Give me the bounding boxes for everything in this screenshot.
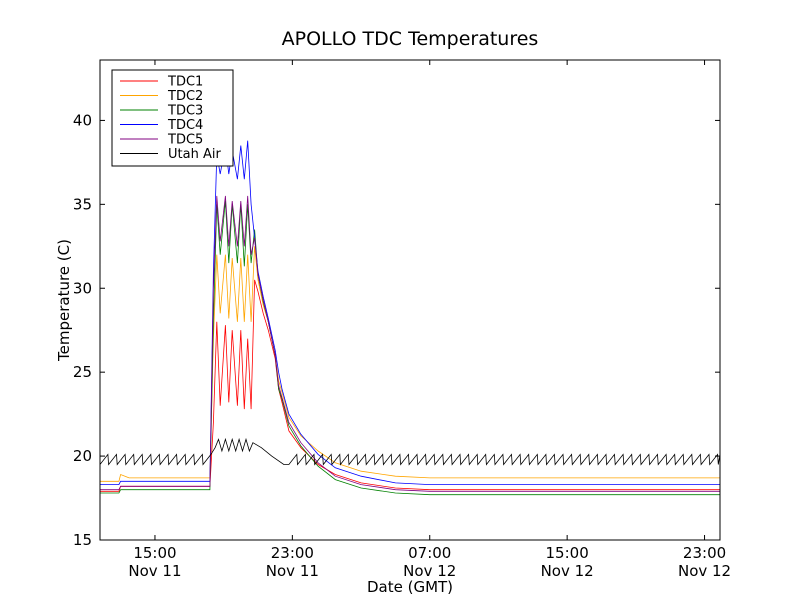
x-tick-date-label: Nov 12	[541, 562, 594, 580]
x-tick-time-label: 15:00	[133, 544, 176, 562]
series-line-tdc3	[100, 200, 720, 496]
series-line-tdc1	[100, 279, 720, 492]
y-tick-label: 15	[73, 531, 92, 549]
x-tick-time-label: 07:00	[408, 544, 451, 562]
x-tick-time-label: 15:00	[546, 544, 589, 562]
legend-label: TDC4	[167, 118, 203, 133]
x-axis-label: Date (GMT)	[367, 578, 453, 596]
legend-label: TDC2	[167, 89, 203, 104]
y-tick-label: 35	[73, 195, 92, 213]
legend-label: TDC1	[167, 75, 203, 90]
legend-label: Utah Air	[168, 147, 221, 162]
y-tick-label: 30	[73, 279, 92, 297]
legend-label: TDC5	[167, 133, 203, 148]
x-tick-date-label: Nov 11	[128, 562, 181, 580]
x-tick-date-label: Nov 12	[678, 562, 731, 580]
x-tick-time-label: 23:00	[271, 544, 314, 562]
series-line-tdc2	[100, 246, 720, 482]
series-layer	[100, 140, 720, 496]
y-tick-label: 25	[73, 363, 92, 381]
series-line-utah-air	[100, 437, 720, 466]
series-line-tdc4	[100, 140, 720, 485]
y-tick-label: 20	[73, 447, 92, 465]
x-tick-time-label: 23:00	[683, 544, 726, 562]
chart-title: APOLLO TDC Temperatures	[282, 28, 539, 50]
x-tick-date-label: Nov 11	[266, 562, 319, 580]
legend-box	[111, 69, 234, 167]
y-axis-label: Temperature (C)	[55, 239, 73, 362]
x-tick-date-label: Nov 12	[403, 562, 456, 580]
legend-label: TDC3	[167, 104, 203, 119]
y-tick-label: 40	[73, 111, 92, 129]
series-line-tdc5	[100, 195, 720, 492]
plot-frame	[99, 59, 721, 541]
